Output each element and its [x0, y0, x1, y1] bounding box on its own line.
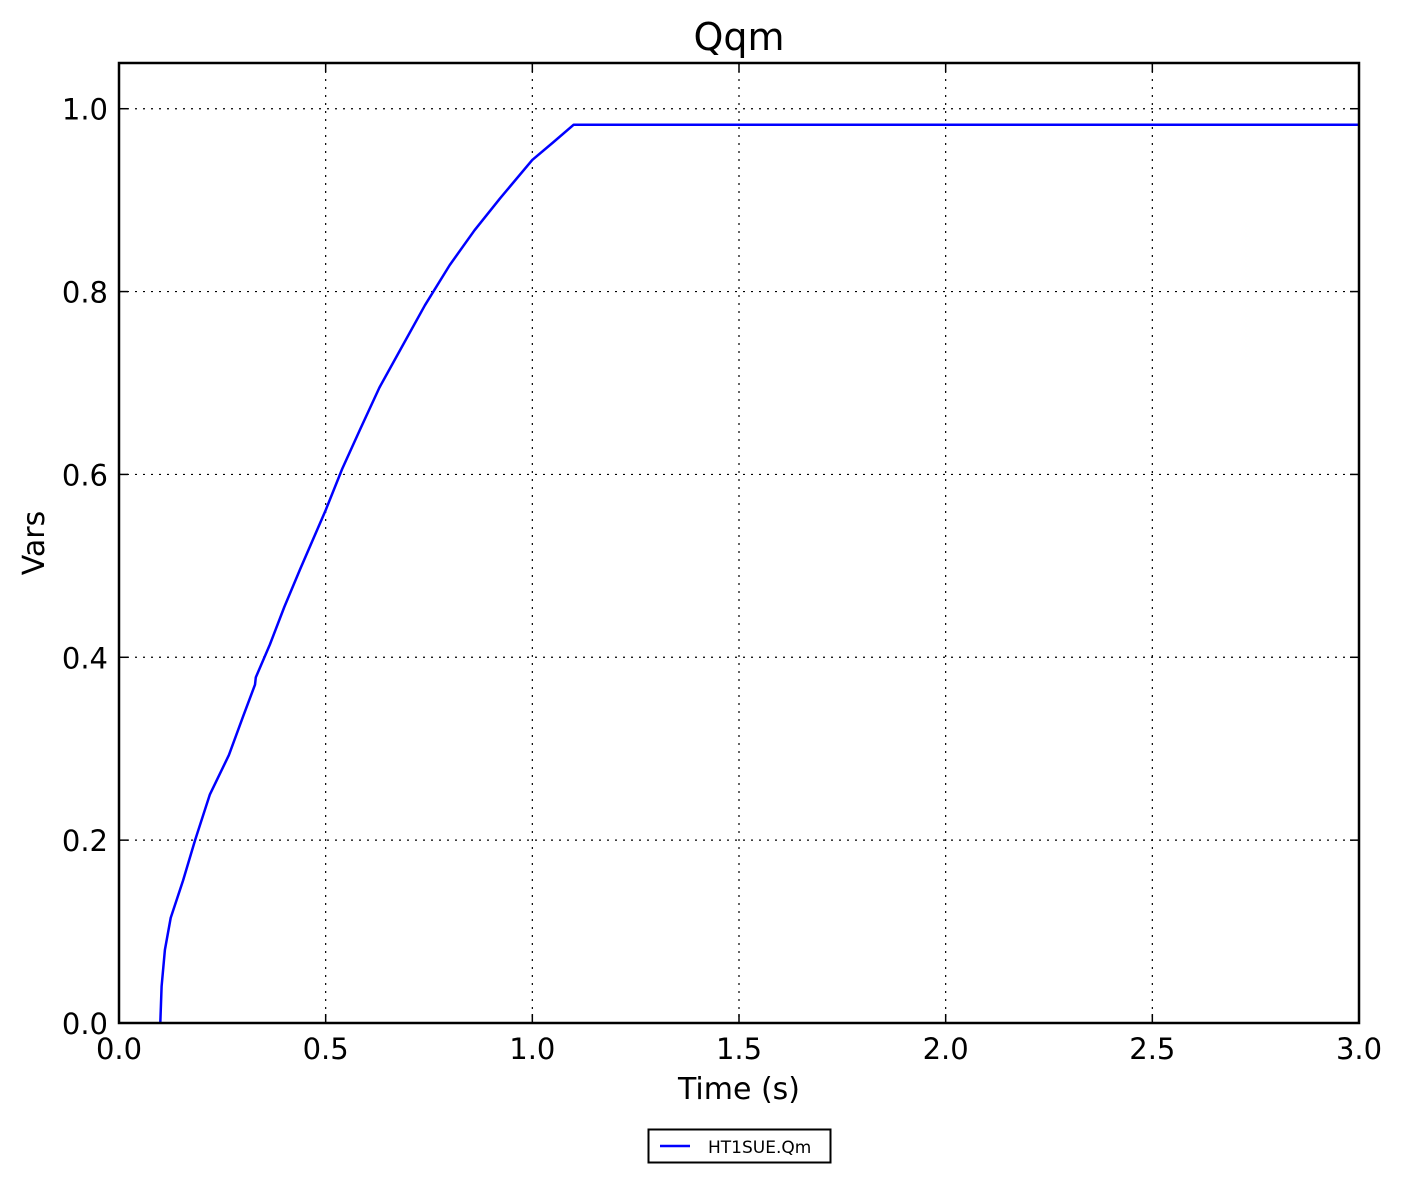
x-tick-label: 1.0	[509, 1032, 555, 1066]
grid	[118, 63, 1360, 1024]
y-tick-label: 0.0	[62, 1007, 108, 1041]
x-tick-label: 0.5	[303, 1032, 349, 1066]
x-tick-label: 2.0	[923, 1032, 969, 1066]
legend: HT1SUE.Qm	[647, 1128, 832, 1164]
y-tick-label: 1.0	[62, 93, 108, 127]
x-tick-label: 3.0	[1336, 1032, 1382, 1066]
legend-label: HT1SUE.Qm	[708, 1138, 811, 1158]
tick-labels: 0.0 0.5 1.0 1.5 2.0 2.5 3.0 0.0 0.2 0.4 0.6 0.8 1.0	[62, 93, 1382, 1066]
y-tick-label: 0.6	[62, 458, 108, 492]
series-layer	[159, 123, 1359, 1024]
x-tick-label: 0.0	[96, 1032, 142, 1066]
chart-title: Qqm	[693, 15, 784, 59]
y-tick-label: 0.8	[62, 276, 108, 310]
y-tick-label: 0.4	[62, 641, 108, 675]
plot-frame	[117, 61, 1361, 1025]
y-tick-label: 0.2	[62, 824, 108, 858]
x-tick-label: 1.5	[716, 1032, 762, 1066]
x-axis-label: Time (s)	[677, 1072, 800, 1107]
series-line-ht1sue-qm	[159, 123, 1359, 1024]
y-axis-label: Vars	[17, 511, 52, 576]
x-tick-label: 2.5	[1129, 1032, 1175, 1066]
